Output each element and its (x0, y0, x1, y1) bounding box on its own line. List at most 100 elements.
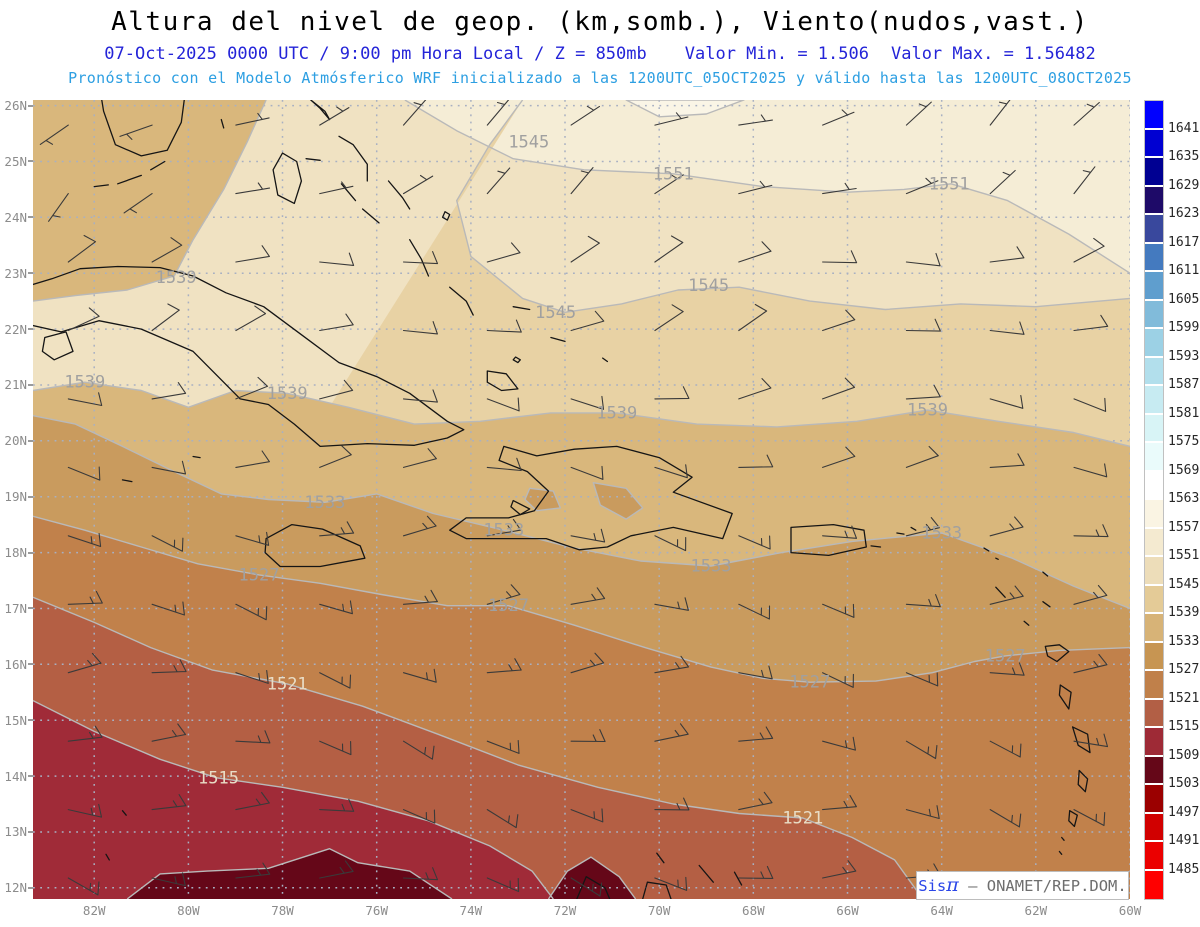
lat-tick-mark (28, 775, 33, 778)
lon-tick-label: 74W (459, 903, 483, 918)
wind-barb (1073, 237, 1105, 263)
wind-barb (822, 377, 856, 400)
wind-barb (1073, 463, 1108, 478)
colorbar-cell (1145, 158, 1163, 187)
colorbar-cell (1145, 329, 1163, 358)
wind-barb (151, 659, 187, 674)
coastline-florida (101, 100, 185, 157)
wind-barb (905, 177, 939, 195)
colorbar-tick-label: 1485 (1168, 861, 1200, 877)
lon-tick-label: 62W (1024, 903, 1048, 918)
contour-band-1521-1527 (33, 515, 1130, 683)
colorbar-cell (1145, 129, 1163, 158)
contour-lines (33, 100, 1130, 899)
wind-barb (570, 808, 604, 823)
subtitle-validity-line: 07-Oct-2025 0000 UTC / 9:00 pm Hora Loca… (0, 44, 1200, 64)
coastline-bonaire (733, 871, 743, 886)
wind-barb (402, 251, 439, 265)
wind-barb (1073, 524, 1109, 538)
wind-barb (822, 794, 857, 811)
wind-barb (822, 182, 857, 195)
wind-barb (235, 603, 268, 621)
wind-barb (319, 445, 352, 468)
colorbar-tick-label: 1599 (1168, 320, 1200, 335)
wind-barb (1073, 809, 1106, 827)
watermark-sis: Sis (918, 876, 947, 895)
colorbar-tick-label: 1509 (1168, 747, 1200, 763)
coastline-aruba (656, 852, 665, 864)
lat-tick-mark (28, 663, 33, 666)
contour-label: 1545 (535, 303, 576, 323)
colorbar-cell (1145, 272, 1163, 301)
wind-barb (402, 448, 437, 468)
wind-barb (905, 805, 940, 820)
wind-barb (1073, 653, 1108, 674)
wind-barb (67, 307, 100, 332)
coastline-dominica (1058, 684, 1072, 710)
colorbar-cell (1145, 557, 1163, 586)
lat-tick-mark (28, 160, 33, 163)
wind-barb (1073, 166, 1096, 195)
wind-barb (989, 246, 1025, 263)
lat-tick-label: 14N (4, 768, 27, 784)
lat-tick-label: 12N (4, 880, 27, 896)
wind-barb (654, 112, 689, 126)
wind-barb (1073, 733, 1109, 748)
lat-tick-mark (28, 439, 33, 442)
contour-label: 1539 (156, 268, 197, 288)
contour-label: 1539 (64, 373, 105, 393)
wind-barb (486, 397, 520, 412)
contour-label: 1551 (929, 174, 970, 194)
wind-barb (486, 658, 522, 674)
wind-barb (486, 809, 519, 829)
coastline-providencia (121, 810, 127, 816)
contour-label: 1527 (985, 646, 1026, 666)
wind-barb (123, 193, 153, 214)
colorbar-cell (1145, 471, 1163, 500)
coastline-turks (602, 357, 609, 363)
lat-tick-mark (28, 551, 33, 554)
wind-barb (486, 242, 521, 263)
colorbar-tick-label: 1581 (1168, 405, 1200, 421)
wind-barb (39, 124, 69, 145)
map-canvas: 1545 1551 1551 1539 1545 1545 1539 1539 1539 1539… (33, 100, 1130, 899)
wind-barb (67, 803, 103, 818)
coastline-cuba (33, 265, 465, 448)
contour-label: 1533 (483, 521, 524, 541)
colorbar-tick-label: 1539 (1168, 605, 1200, 620)
coastline-cat-island (387, 180, 411, 210)
coastline-st-martin (983, 547, 990, 552)
wind-barb (738, 791, 773, 811)
contour-band-1551-1557 (404, 100, 1130, 274)
contour-patch-1503-1509-a (126, 848, 453, 899)
colorbar-tick-label: 1497 (1168, 804, 1200, 820)
wind-barb (738, 726, 774, 742)
wind-barb (402, 100, 427, 126)
wind-barb (1073, 584, 1108, 605)
wind-barb (570, 465, 604, 480)
wind-barb (654, 174, 684, 195)
wind-barb (151, 872, 186, 887)
colorbar-tick-label: 1641 (1168, 120, 1200, 136)
contour-label: 1533 (304, 493, 345, 513)
wind-barb (319, 313, 354, 332)
contour-label: 1533 (691, 557, 732, 577)
wind-barb (570, 105, 601, 126)
wind-barb (319, 252, 355, 266)
lat-tick-label: 23N (4, 265, 27, 281)
wind-barb (119, 124, 153, 140)
colorbar-cell (1145, 870, 1163, 899)
contour-label: 1539 (267, 384, 308, 404)
wind-barb (486, 457, 522, 472)
wind-barb (402, 389, 438, 403)
wind-barb (738, 378, 772, 400)
wind-barb (989, 169, 1016, 195)
wind-barb (822, 736, 856, 751)
wind-barb (402, 867, 439, 881)
contour-band-1539-1545 (456, 100, 1130, 313)
subtitle-model-line: Pronóstico con el Modelo Atmósferico WRF… (68, 69, 1132, 87)
wind-barb (654, 723, 689, 742)
wind-barb (319, 798, 355, 812)
contour-label: 1545 (688, 276, 729, 296)
